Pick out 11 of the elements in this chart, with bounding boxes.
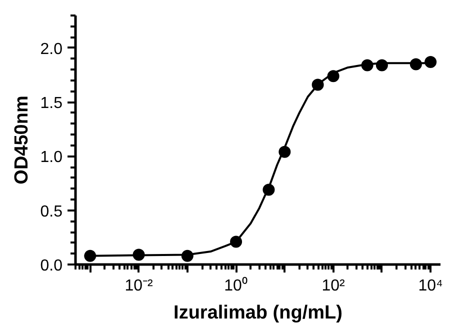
y-tick-label: 2.0 <box>40 40 63 58</box>
y-tick-label: 0.0 <box>40 258 63 274</box>
y-tick-label: 1.0 <box>40 149 63 166</box>
x-axis-title: Izuralimab (ng/mL) <box>174 302 342 324</box>
y-axis-title: OD450nm <box>11 96 32 184</box>
y-tick-label: 0.5 <box>40 203 63 220</box>
x-tick-label: 10² <box>322 278 346 294</box>
x-tick-label: 10⁰ <box>224 276 248 294</box>
y-tick-label: 1.5 <box>40 95 63 112</box>
x-tick-label: 10⁴ <box>418 278 444 294</box>
x-tick-label: 10⁻² <box>124 278 154 294</box>
